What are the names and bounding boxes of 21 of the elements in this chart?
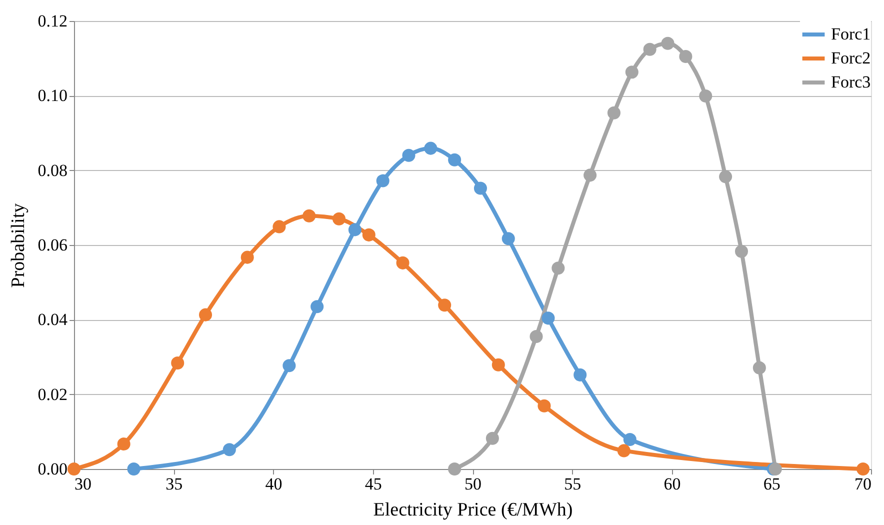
x-tick-label: 50 <box>464 474 482 494</box>
y-tick-label: 0.00 <box>38 460 68 478</box>
y-tick-label: 0.04 <box>38 310 68 330</box>
y-tick-label: 0.08 <box>38 160 68 180</box>
x-tick-label: 70 <box>854 474 872 494</box>
x-tick-label: 35 <box>166 474 183 494</box>
y-axis-title: Probability <box>8 202 29 288</box>
x-tick-label: 45 <box>364 474 382 494</box>
y-tick-label: 0.02 <box>38 384 68 404</box>
x-tick-label: 60 <box>664 474 681 494</box>
x-axis-title: Electricity Price (€/MWh) <box>373 500 573 520</box>
legend-label: Forc2 <box>831 48 871 68</box>
legend-label: Forc1 <box>831 24 871 44</box>
y-tick-label: 0.10 <box>38 86 68 106</box>
x-tick-label: 65 <box>763 474 780 494</box>
x-tick-label: 30 <box>74 474 92 494</box>
x-tick-label: 55 <box>564 474 582 494</box>
y-tick-label: 0.12 <box>38 12 68 30</box>
y-tick-label: 0.06 <box>38 236 68 254</box>
legend-label: Forc3 <box>831 72 871 92</box>
x-tick-label: 40 <box>265 474 282 494</box>
